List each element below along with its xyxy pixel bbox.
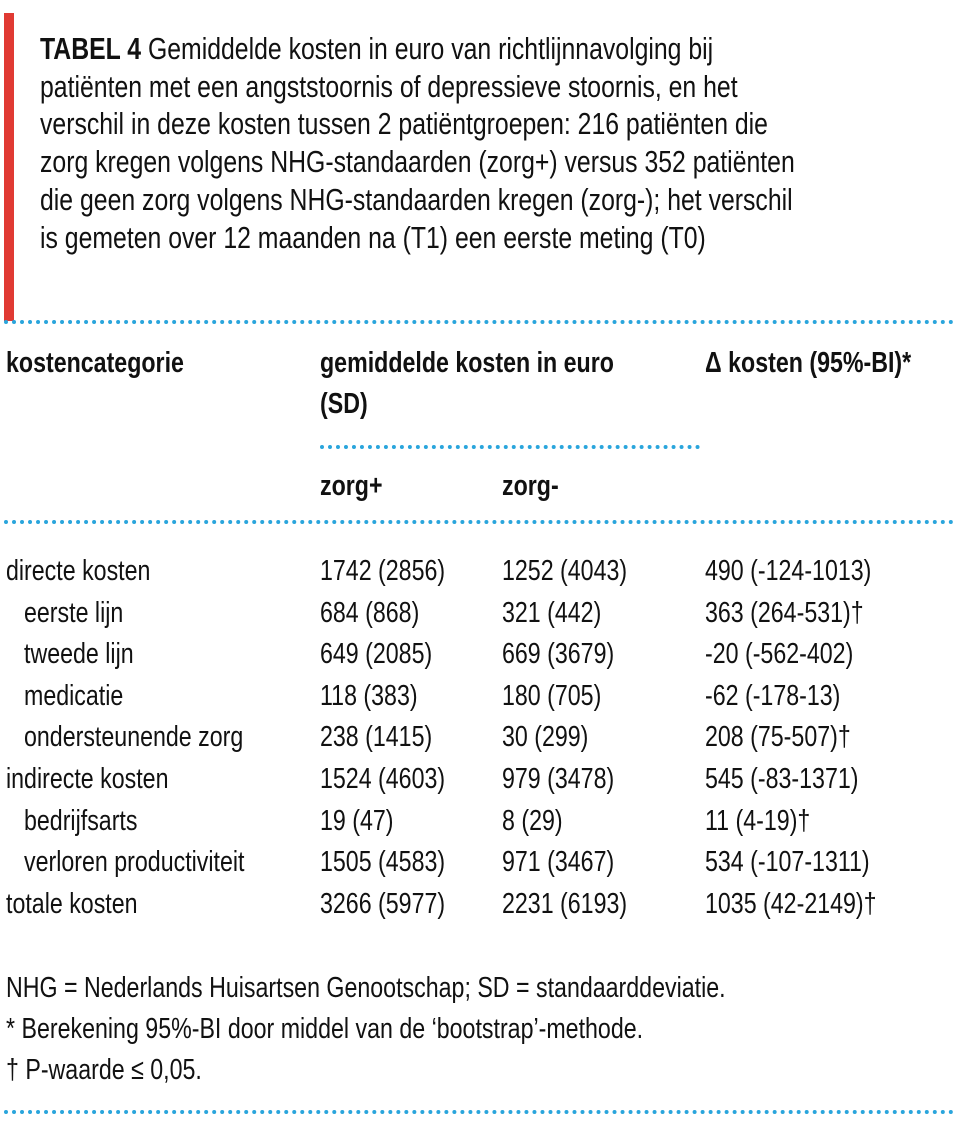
header-zorg-plus: zorg+ (320, 470, 383, 502)
cell-zorg-plus: 1742 (2856) (320, 555, 446, 587)
caption-label: TABEL 4 (40, 31, 142, 66)
caption-line: TABEL 4 Gemiddelde kosten in euro van ri… (40, 31, 714, 66)
cell-category: indirecte kosten (6, 763, 169, 795)
cell-zorg-min: 971 (3467) (502, 846, 615, 879)
header-mean: gemiddelde kosten in euro (320, 347, 614, 379)
cell-category: eerste lijn (24, 596, 124, 629)
cell-zorg-plus: 238 (1415) (320, 721, 433, 754)
cell-delta: -62 (-178-13) (705, 679, 841, 712)
header-category: kostencategorie (6, 347, 184, 379)
cell-zorg-plus: 1524 (4603) (320, 763, 446, 795)
cell-zorg-plus: 649 (2085) (320, 638, 433, 671)
cell-delta: 534 (-107-1311) (705, 846, 870, 879)
cell-zorg-min: 180 (705) (502, 679, 602, 712)
cell-zorg-min: 2231 (6193) (502, 887, 628, 920)
divider-top (4, 320, 954, 324)
cell-zorg-plus: 684 (868) (320, 596, 420, 629)
footnote-abbrev: NHG = Nederlands Huisartsen Genootschap;… (6, 972, 726, 1004)
cell-delta: 490 (-124-1013) (705, 555, 872, 587)
cell-zorg-plus: 19 (47) (320, 804, 394, 837)
cell-category: bedrijfsarts (24, 804, 138, 837)
divider-bottom (4, 1110, 954, 1114)
cell-delta: -20 (-562-402) (705, 638, 854, 671)
caption-line: zorg kregen volgens NHG-standaarden (zor… (40, 144, 795, 180)
cell-zorg-min: 321 (442) (502, 596, 602, 629)
caption-line: is gemeten over 12 maanden na (T1) een e… (40, 219, 706, 255)
cell-zorg-min: 979 (3478) (502, 763, 615, 795)
caption-line: verschil in deze kosten tussen 2 patiënt… (40, 106, 768, 142)
cell-category: verloren productiviteit (24, 846, 245, 879)
cell-category: directe kosten (6, 555, 151, 587)
cell-zorg-min: 669 (3679) (502, 638, 615, 671)
cell-delta: 1035 (42-2149)† (705, 887, 877, 920)
caption-line: patiënten met een angststoornis of depre… (40, 68, 738, 104)
cell-zorg-plus: 1505 (4583) (320, 846, 446, 879)
cell-category: totale kosten (6, 887, 138, 920)
header-delta: Δ kosten (95%-BI)* (705, 347, 912, 379)
divider-header (4, 520, 954, 524)
header-zorg-min: zorg- (502, 470, 559, 502)
cell-zorg-min: 8 (29) (502, 804, 563, 837)
footnote-pvalue: † P-waarde ≤ 0,05. (6, 1054, 202, 1086)
caption-line: die geen zorg volgens NHG-standaarden kr… (40, 181, 793, 217)
cell-delta: 11 (4-19)† (705, 804, 811, 837)
cell-zorg-plus: 118 (383) (320, 679, 418, 712)
cell-category: ondersteunende zorg (24, 721, 244, 754)
cell-zorg-plus: 3266 (5977) (320, 887, 446, 920)
footnote-bootstrap: * Berekening 95%-BI door middel van de ‘… (6, 1013, 644, 1045)
cell-delta: 208 (75-507)† (705, 721, 851, 754)
divider-subheader (320, 445, 700, 449)
caption-accent-bar (4, 13, 14, 321)
cell-zorg-min: 1252 (4043) (502, 555, 628, 587)
cell-category: tweede lijn (24, 638, 134, 671)
cell-delta: 363 (264-531)† (705, 596, 864, 629)
header-mean-sd: (SD) (320, 388, 368, 420)
cell-delta: 545 (-83-1371) (705, 763, 859, 795)
cell-category: medicatie (24, 679, 124, 712)
cell-zorg-min: 30 (299) (502, 721, 589, 754)
